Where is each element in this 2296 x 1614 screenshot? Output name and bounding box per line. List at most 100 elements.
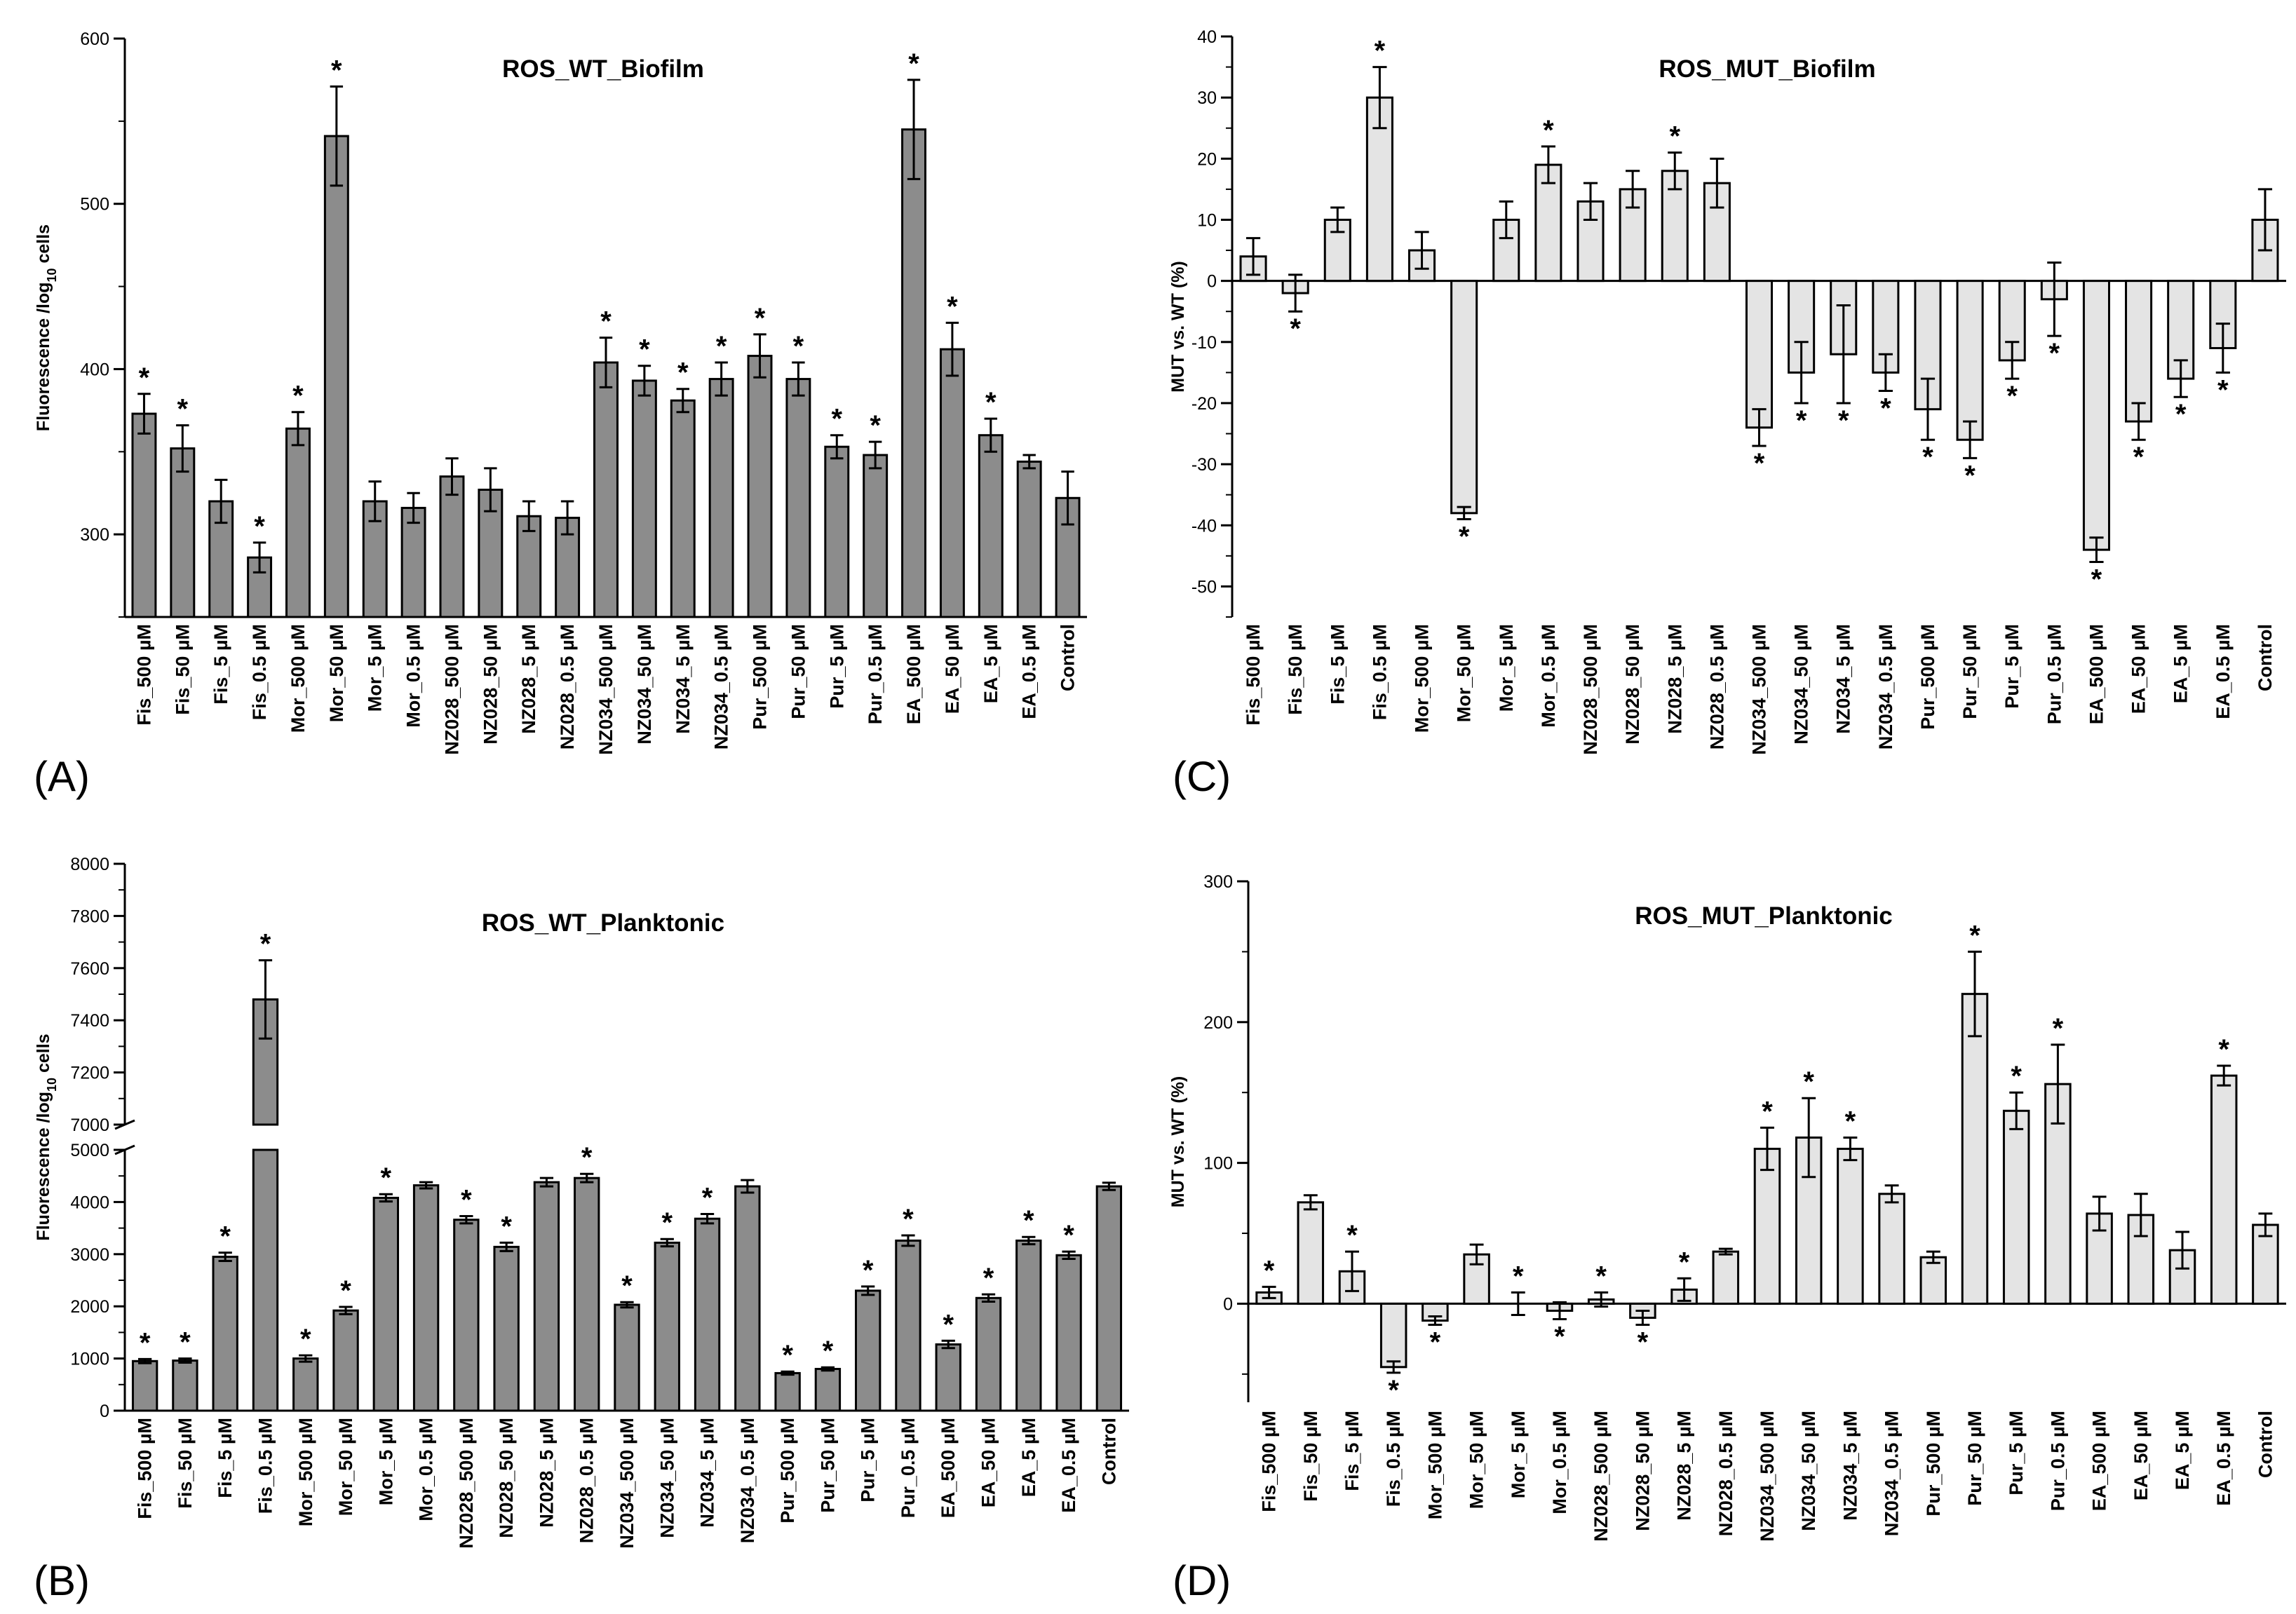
y-tick-label: 7200 (70, 1064, 109, 1083)
bar (1878, 1193, 1905, 1305)
y-tick-label: 500 (80, 195, 109, 215)
bar (332, 1309, 359, 1412)
significance-star: * (1969, 920, 1980, 951)
x-category-label: Mor_5 µM (375, 1418, 396, 1505)
y-axis-title: Fluorescence /log10 cells (34, 1033, 59, 1240)
x-category-label: Pur_5 µM (826, 624, 847, 709)
x-category-label: Mor_50 µM (1466, 1411, 1487, 1509)
x-category-label: Fis_5 µM (1342, 1411, 1363, 1491)
x-category-label: NZ034_50 µM (656, 1418, 677, 1538)
x-category-label: NZ028_500 µM (456, 1418, 477, 1549)
x-category-label: Mor_5 µM (1496, 624, 1517, 712)
bar (400, 506, 426, 618)
y-axis-title: MUT vs. WT (%) (1168, 261, 1188, 393)
x-category-label: EA_50 µM (2130, 1411, 2152, 1500)
y-axis-title: Fluorescence /log10 cells (34, 224, 59, 431)
bar (939, 348, 965, 618)
x-category-label: NZ028_500 µM (1591, 1411, 1612, 1542)
x-category-label: Fis_0.5 µM (1369, 624, 1390, 720)
chart-title: ROS_MUT_Biofilm (1659, 55, 1875, 83)
y-tick-label: 3000 (70, 1245, 109, 1265)
significance-star: * (2091, 564, 2102, 595)
x-category-label: NZ028_50 µM (1622, 624, 1643, 745)
x-category-label: EA_500 µM (903, 624, 924, 724)
x-category-label: Fis_0.5 µM (249, 624, 270, 720)
bar (453, 1219, 480, 1412)
x-category-label: NZ028_5 µM (1674, 1411, 1695, 1521)
x-category-label: Pur_500 µM (1917, 624, 1938, 730)
x-category-label: NZ034_500 µM (1749, 624, 1770, 755)
y-tick-label: 300 (1203, 872, 1233, 892)
x-category-label: Pur_0.5 µM (865, 624, 886, 724)
bar (1745, 280, 1774, 429)
significance-star: * (600, 306, 612, 337)
significance-star: * (677, 358, 689, 388)
bar (694, 1217, 721, 1412)
chart-panel-4: (D) ROS_MUT_Planktonic MUT vs. WT (%) 0 100 2… (1168, 872, 2286, 1604)
x-category-label: NZ034_0.5 µM (1882, 1411, 1903, 1536)
significance-star: * (1762, 1096, 1773, 1127)
y-tick-label: 0 (1223, 1294, 1233, 1314)
x-category-label: Mor_0.5 µM (1538, 624, 1559, 728)
bar (978, 434, 1004, 618)
bar (814, 1367, 842, 1412)
x-category-label: Fis_500 µM (135, 1418, 156, 1519)
significance-star: * (903, 1204, 914, 1235)
x-category-label: Mor_0.5 µM (416, 1418, 437, 1521)
bar (1297, 1201, 1325, 1305)
significance-star: * (831, 404, 842, 435)
x-category-label: Pur_50 µM (788, 624, 809, 719)
significance-star: * (300, 1324, 311, 1355)
x-category-label: NZ034_50 µM (1791, 624, 1812, 745)
y-tick-label: 1000 (70, 1350, 109, 1369)
bar (895, 1239, 921, 1412)
bar (292, 1357, 319, 1412)
x-category-label: NZ028_50 µM (496, 1418, 517, 1538)
significance-star: * (983, 1263, 994, 1294)
x-category-label: NZ028_0.5 µM (1715, 1411, 1736, 1536)
bar (935, 1343, 961, 1412)
significance-star: * (943, 1309, 954, 1340)
x-category-label: Pur_50 µM (1959, 624, 1980, 719)
y-tick-label: 600 (80, 29, 109, 49)
x-category-label: Control (1098, 1418, 1119, 1485)
x-category-label: NZ034_5 µM (1833, 624, 1854, 734)
y-tick-label: 7800 (70, 907, 109, 926)
x-category-label: Pur_50 µM (817, 1418, 838, 1513)
x-category-label: NZ034_5 µM (1839, 1411, 1861, 1521)
bar (1379, 1302, 1407, 1369)
x-category-label: NZ028_50 µM (1632, 1411, 1653, 1531)
x-category-label: NZ034_500 µM (1757, 1411, 1778, 1542)
significance-star: * (1922, 442, 1933, 473)
significance-star: * (340, 1275, 351, 1306)
significance-star: * (461, 1184, 472, 1215)
bar (2210, 1074, 2238, 1305)
chart-panel-1: (A) ROS_WT_Biofilm Fluorescence /log10 cel… (34, 29, 1087, 800)
significance-star: * (1964, 460, 1976, 491)
significance-star: * (2011, 1061, 2022, 1092)
x-category-label: NZ034_0.5 µM (737, 1418, 758, 1543)
x-category-label: NZ028_0.5 µM (1706, 624, 1727, 750)
x-category-label: Pur_5 µM (2006, 1411, 2027, 1496)
significance-star: * (863, 1255, 874, 1286)
x-category-label: NZ028_5 µM (518, 624, 539, 734)
significance-star: * (1388, 1375, 1399, 1406)
significance-star: * (639, 334, 650, 365)
significance-star: * (755, 303, 766, 334)
x-category-label: EA_0.5 µM (1019, 624, 1040, 719)
significance-star: * (1264, 1255, 1275, 1286)
panel-label: (A) (34, 753, 90, 800)
bar (439, 475, 465, 618)
x-category-label: NZ034_0.5 µM (711, 624, 732, 750)
significance-star: * (254, 511, 265, 542)
bar (285, 427, 311, 618)
significance-star: * (180, 1327, 191, 1358)
x-category-label: NZ034_0.5 µM (1875, 624, 1896, 750)
bar (708, 378, 734, 618)
y-tick-label: -30 (1191, 455, 1217, 475)
y-tick-label: 7400 (70, 1011, 109, 1031)
x-category-label: NZ034_5 µM (673, 624, 694, 734)
bar (2002, 1109, 2030, 1305)
chart-panel-2: (B) ROS_WT_Planktonic Fluorescence /log10 … (34, 855, 1129, 1604)
